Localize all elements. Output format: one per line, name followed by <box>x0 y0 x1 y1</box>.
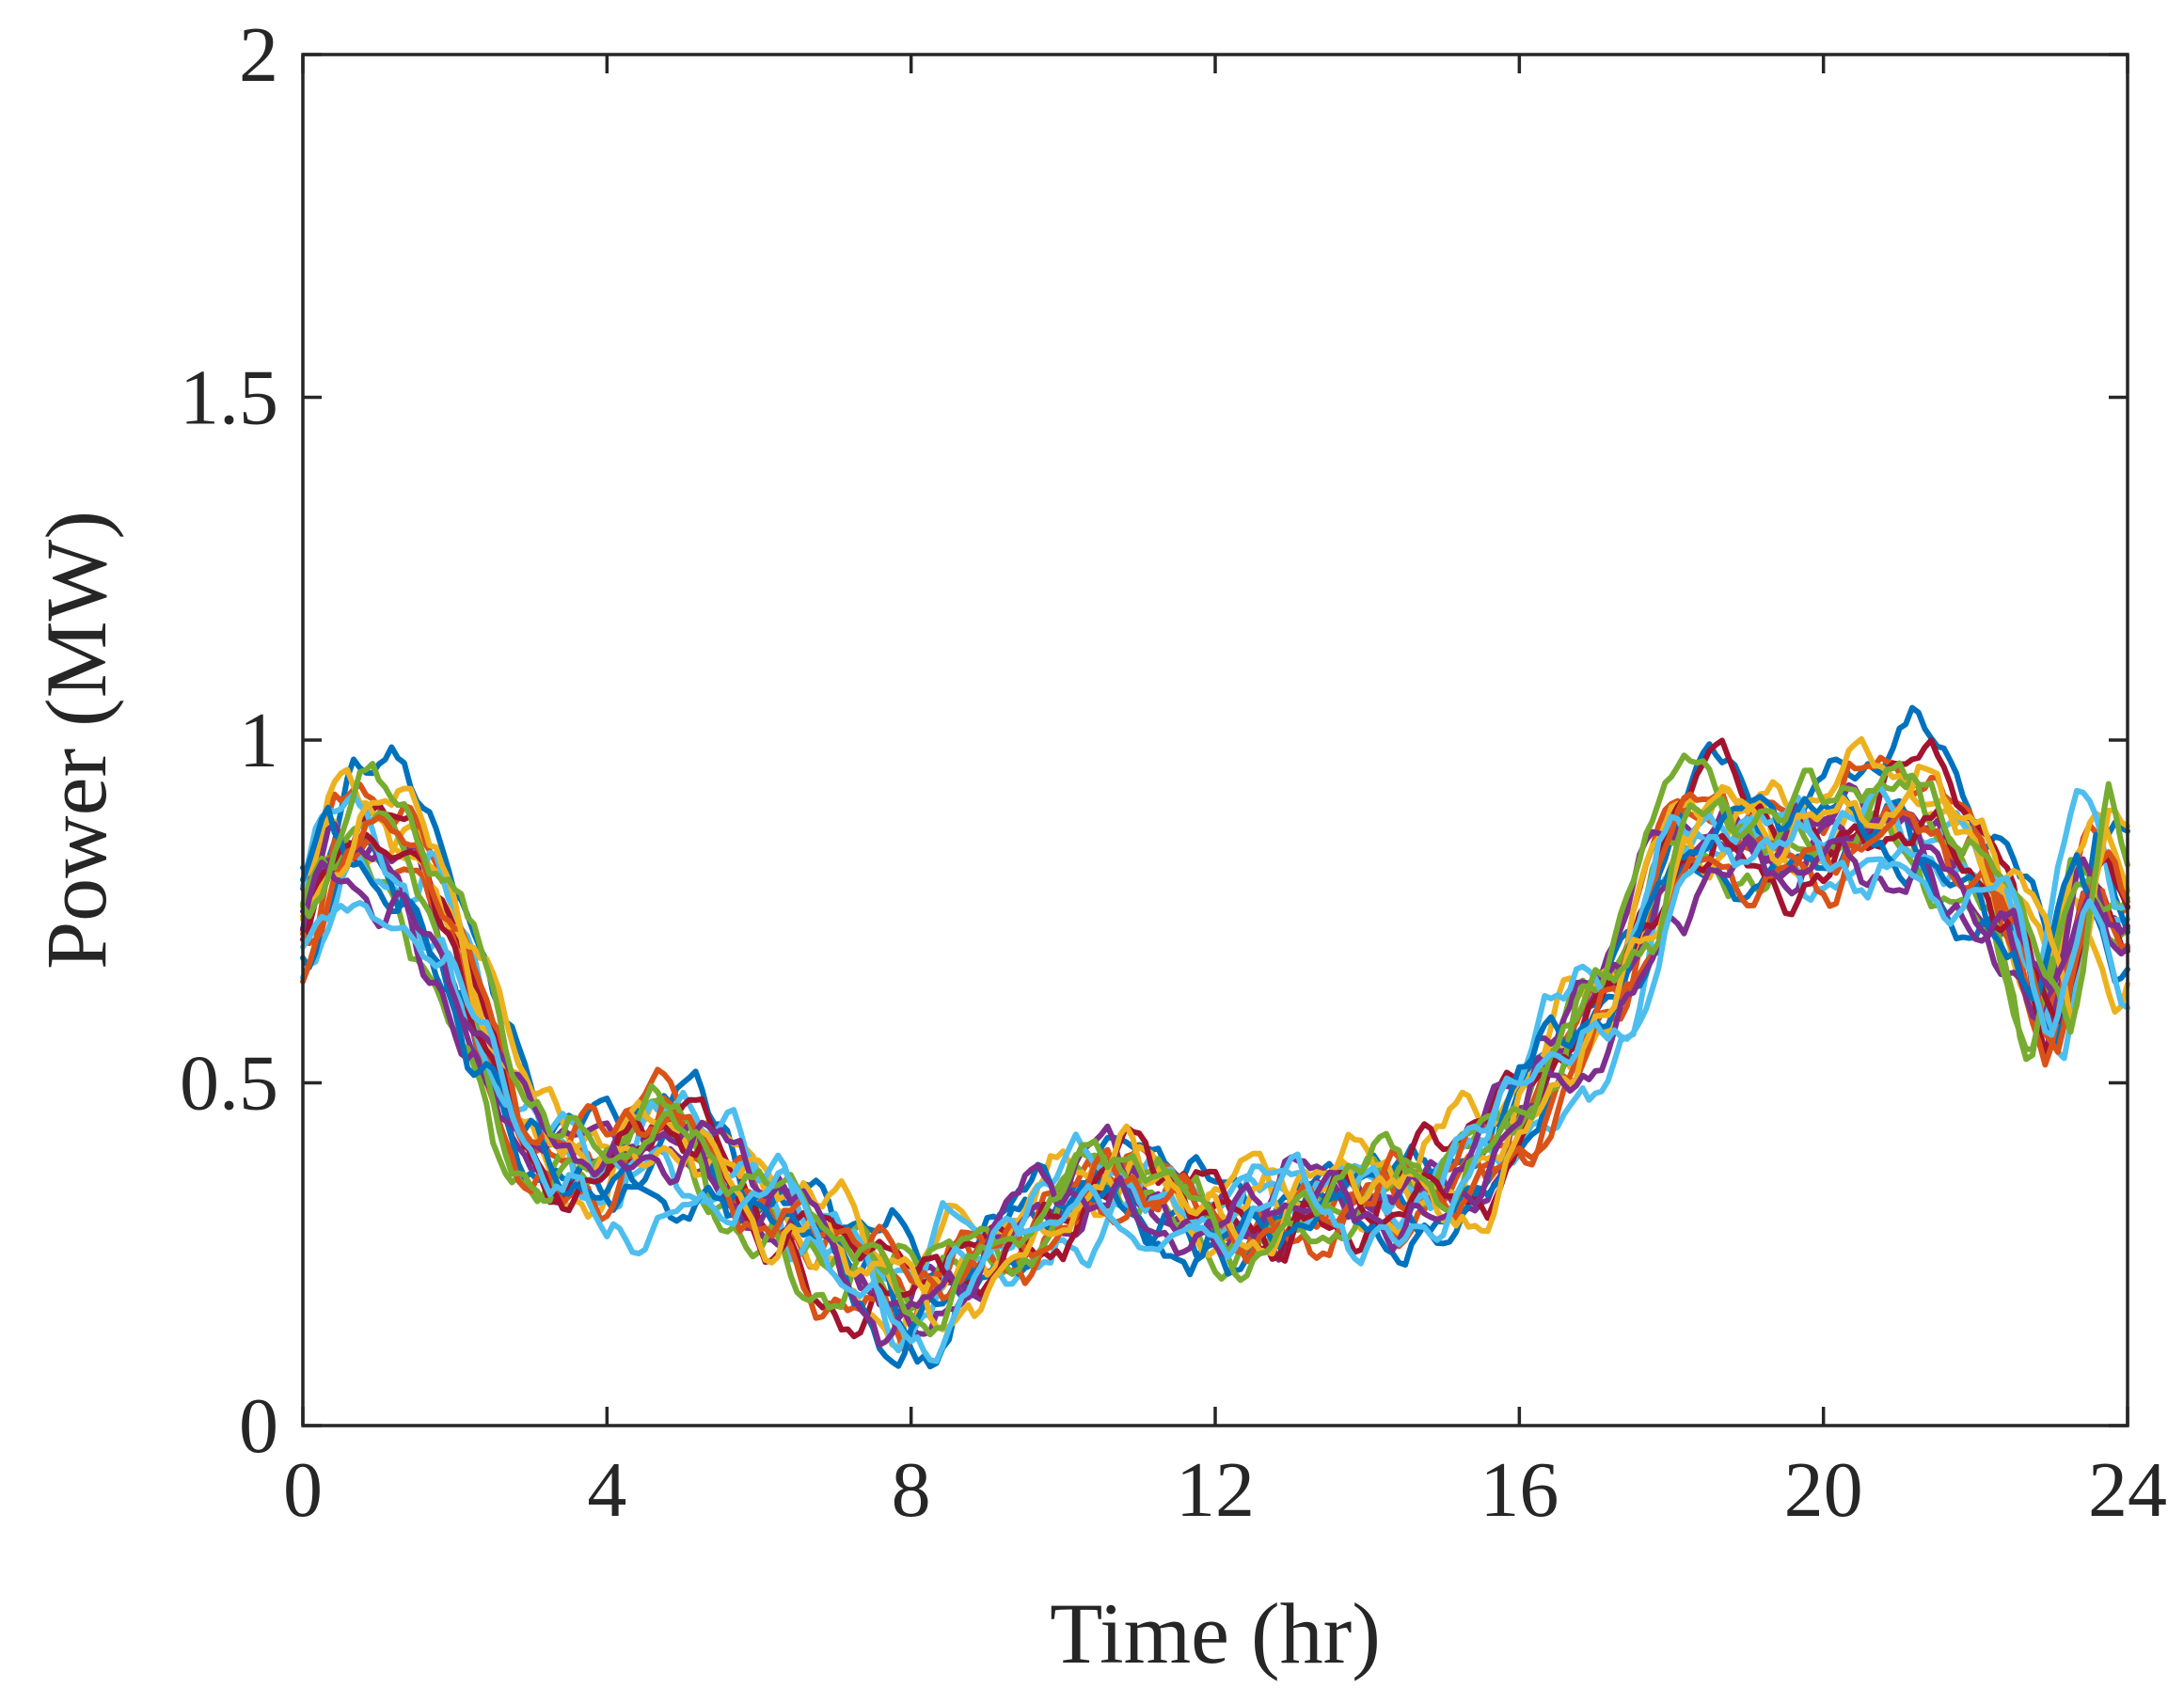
x-tick-label: 16 <box>1480 1446 1559 1534</box>
series-line-1 <box>300 704 2130 1301</box>
x-tick-label: 12 <box>1176 1446 1255 1534</box>
y-tick-label: 0.5 <box>180 1040 278 1127</box>
y-tick-label: 2 <box>239 11 278 99</box>
x-tick-label: 4 <box>587 1446 626 1534</box>
y-tick-label: 1.5 <box>180 355 278 442</box>
x-axis-label: Time (hr) <box>1050 1585 1381 1681</box>
series-line-19 <box>300 760 2130 1338</box>
y-tick-label: 1 <box>239 697 278 784</box>
series-line-11 <box>300 799 2130 1337</box>
x-tick-label: 20 <box>1784 1446 1863 1534</box>
y-axis-label: Power (MW) <box>28 511 124 970</box>
x-tick-label: 0 <box>283 1446 323 1534</box>
x-tick-label: 8 <box>892 1446 931 1534</box>
series-line-20 <box>300 819 2130 1364</box>
y-tick-label: 0 <box>239 1382 278 1470</box>
x-tick-label: 24 <box>2088 1446 2167 1534</box>
tick-layer: 0 4 8 12 16 20 24 0 0.5 1 1.5 2 <box>180 11 2167 1534</box>
series-layer <box>300 704 2130 1370</box>
